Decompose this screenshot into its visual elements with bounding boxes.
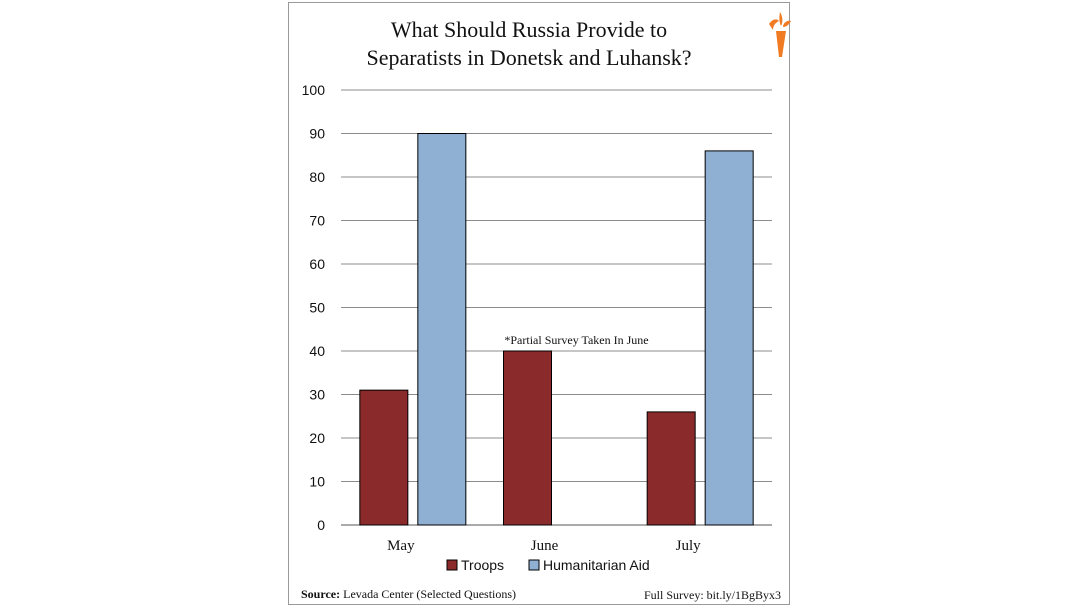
bar-troops — [646, 411, 696, 526]
y-tick-label: 80 — [309, 169, 325, 185]
source-label: Source: — [301, 587, 340, 601]
source-note: Source: Levada Center (Selected Question… — [301, 587, 516, 601]
chart-card: What Should Russia Provide to Separatist… — [288, 2, 791, 605]
y-tick-label: 60 — [309, 256, 325, 272]
x-category-label: June — [531, 538, 559, 554]
y-tick-label: 10 — [309, 474, 325, 490]
legend-label: Troops — [461, 557, 504, 573]
x-category-label: July — [676, 538, 702, 554]
legend-label: Humanitarian Aid — [543, 557, 650, 573]
x-axis-categories: May June July — [387, 538, 701, 554]
y-tick-label: 40 — [309, 343, 325, 359]
june-annotation: *Partial Survey Taken In June — [504, 333, 648, 347]
chart-title: What Should Russia Provide to Separatist… — [366, 17, 691, 70]
gridlines — [341, 89, 772, 526]
bar-chart: What Should Russia Provide to Separatist… — [301, 12, 791, 602]
y-tick-label: 30 — [309, 387, 325, 403]
legend-swatch — [446, 559, 458, 571]
y-tick-label: 90 — [309, 126, 325, 142]
x-category-label: May — [387, 538, 415, 554]
logo-petal-center — [779, 12, 783, 26]
y-tick-label: 20 — [309, 430, 325, 446]
rferl-flame-logo — [769, 12, 791, 57]
full-survey-link[interactable]: Full Survey: bit.ly/1BgByx3 — [644, 588, 781, 602]
bar-humanitarian-aid — [704, 150, 754, 526]
chart-title-line-1: What Should Russia Provide to — [391, 17, 667, 42]
chart-title-line-2: Separatists in Donetsk and Luhansk? — [366, 45, 691, 70]
bar-troops — [503, 350, 552, 526]
y-tick-label: 70 — [309, 213, 325, 229]
legend: Troops Humanitarian Aid — [446, 557, 650, 573]
y-tick-label: 50 — [309, 300, 325, 316]
legend-swatch — [528, 559, 540, 571]
source-text: Levada Center (Selected Questions) — [343, 587, 516, 601]
bar-humanitarian-aid — [417, 133, 467, 526]
y-tick-label: 100 — [302, 82, 326, 98]
logo-petal-left — [769, 19, 779, 30]
bar-troops — [359, 389, 409, 526]
bars — [359, 133, 754, 526]
logo-petal-right — [783, 20, 791, 27]
y-axis-ticks: 0 10 20 30 40 50 60 70 80 90 100 — [302, 82, 326, 533]
y-tick-label: 0 — [317, 517, 325, 533]
logo-stem — [776, 31, 786, 57]
